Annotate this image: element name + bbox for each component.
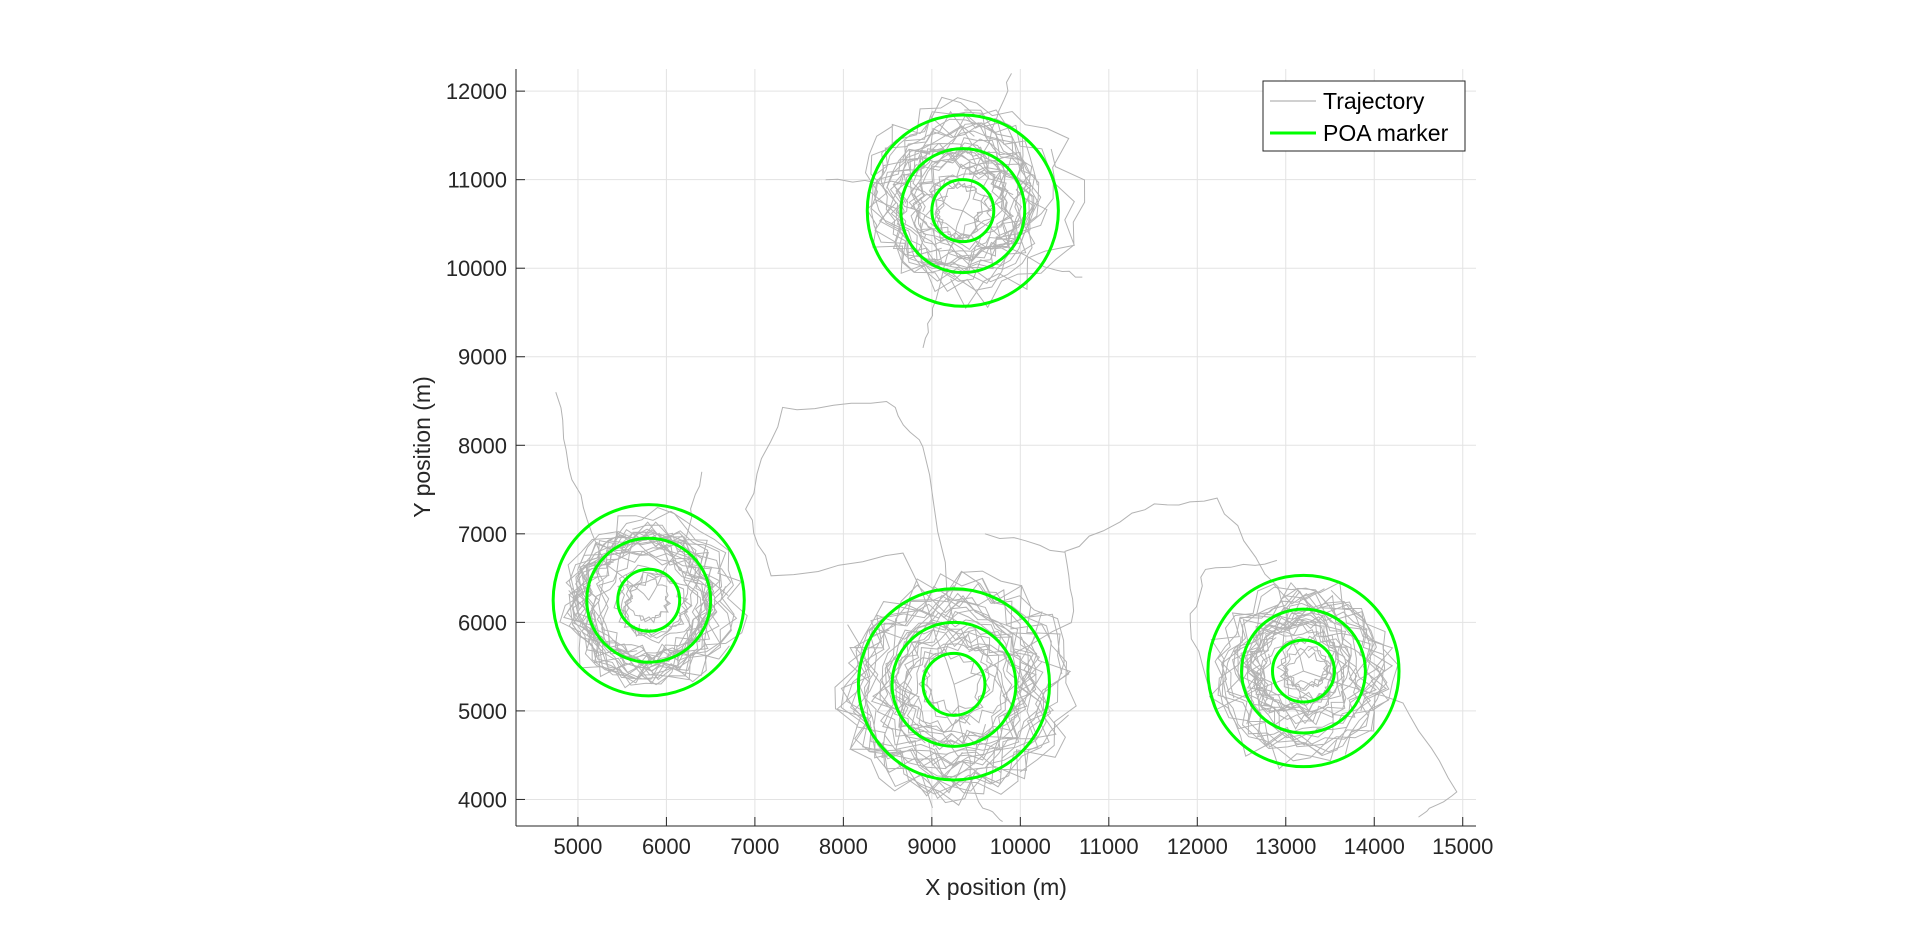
trajectory-loop <box>613 564 689 637</box>
trajectory-loop <box>1245 619 1351 730</box>
trajectory-loop <box>888 606 1036 748</box>
poa-marker-ring <box>616 567 682 633</box>
y-tick-label: 4000 <box>458 787 507 812</box>
trajectory-loop <box>852 584 1072 806</box>
poa-marker-ring <box>1206 573 1401 769</box>
trajectory-transit <box>1303 670 1458 818</box>
y-axis-ticks: 4000 5000 6000 7000 8000 9000 10000 11000 12000 <box>446 79 525 812</box>
trajectory-loop <box>882 122 1048 291</box>
trajectory-loop <box>572 524 735 681</box>
trajectory-loop <box>1222 581 1399 755</box>
x-axis-title: X position (m) <box>925 874 1067 900</box>
y-tick-label: 7000 <box>458 522 507 547</box>
poa-marker-ring <box>865 113 1060 308</box>
x-tick-label: 12000 <box>1167 834 1228 859</box>
x-tick-label: 13000 <box>1255 834 1316 859</box>
x-tick-label: 10000 <box>990 834 1051 859</box>
trajectory-loop <box>568 506 748 683</box>
trajectory-loop <box>623 571 693 644</box>
trajectory-loop <box>1210 581 1381 747</box>
y-tick-label: 8000 <box>458 433 507 458</box>
poa-marker-ring <box>899 147 1027 275</box>
legend-box <box>1262 80 1466 152</box>
trajectory-transit <box>1064 497 1304 672</box>
trajectory-loop <box>834 578 1041 794</box>
trajectory-loop <box>909 152 1021 266</box>
poa-marker-ring <box>856 587 1052 782</box>
axes <box>515 69 1476 827</box>
y-tick-label: 6000 <box>458 610 507 635</box>
trajectory-loop <box>879 621 1021 769</box>
poa-marker-ring <box>890 620 1018 748</box>
x-tick-label: 7000 <box>730 834 779 859</box>
y-tick-label: 10000 <box>446 256 507 281</box>
x-tick-label: 9000 <box>907 834 956 859</box>
trajectory-loop <box>1232 606 1372 745</box>
y-axis-title: Y position (m) <box>409 376 435 517</box>
x-axis-ticks: 5000 6000 7000 8000 9000 10000 11000 12000 13000… <box>553 817 1493 859</box>
trajectory-transit <box>953 533 1075 685</box>
trajectory-transit <box>825 178 963 212</box>
trajectory-loop <box>623 573 689 639</box>
y-tick-label: 5000 <box>458 699 507 724</box>
trajectory-loop <box>1226 606 1369 748</box>
poa-marker-ring <box>930 178 996 244</box>
poa-marker-ring <box>1270 638 1336 704</box>
x-tick-label: 8000 <box>819 834 868 859</box>
trajectory-loop <box>850 585 1054 788</box>
trajectory-loop <box>913 159 993 241</box>
poa-marker-ring <box>1240 607 1367 735</box>
x-tick-label: 6000 <box>642 834 691 859</box>
trajectory-loop <box>572 537 706 676</box>
x-tick-label: 11000 <box>1079 834 1139 859</box>
x-tick-label: 14000 <box>1344 834 1405 859</box>
legend-label-poa-marker: POA marker <box>1323 120 1449 146</box>
trajectory-loop <box>870 110 1034 275</box>
trajectory-loop <box>836 592 1052 808</box>
trajectory-transit <box>1189 559 1304 711</box>
x-tick-label: 5000 <box>553 834 602 859</box>
trajectory-loop <box>856 570 1070 781</box>
legend-label-trajectory: Trajectory <box>1323 88 1425 114</box>
trajectory-loop <box>1276 630 1347 703</box>
poa-marker-ring <box>921 651 987 717</box>
trajectory-loop <box>890 148 1019 270</box>
trajectory-loop <box>864 96 1042 293</box>
trajectory-loop <box>878 113 1054 285</box>
poa-marker-series <box>551 113 1401 782</box>
trajectory-loop <box>864 582 1052 782</box>
y-tick-label: 11000 <box>447 168 507 193</box>
y-tick-label: 9000 <box>458 345 507 370</box>
trajectory-loop <box>1214 588 1394 762</box>
legend: Trajectory POA marker <box>1262 80 1466 152</box>
trajectory-loop <box>559 521 729 689</box>
trajectory-loop <box>592 547 710 660</box>
x-tick-label: 15000 <box>1432 834 1493 859</box>
trajectory-loop <box>924 163 1015 251</box>
trajectory-loop <box>626 578 672 624</box>
trajectory-transit <box>745 400 955 685</box>
y-tick-label: 12000 <box>446 79 507 104</box>
poa-marker-ring <box>551 503 746 698</box>
poa-marker-ring <box>585 536 713 664</box>
trajectory-loop <box>1250 623 1339 716</box>
trajectory-transit <box>953 684 1003 823</box>
trajectory-loop <box>934 165 1011 247</box>
trajectory-transit <box>648 471 703 601</box>
